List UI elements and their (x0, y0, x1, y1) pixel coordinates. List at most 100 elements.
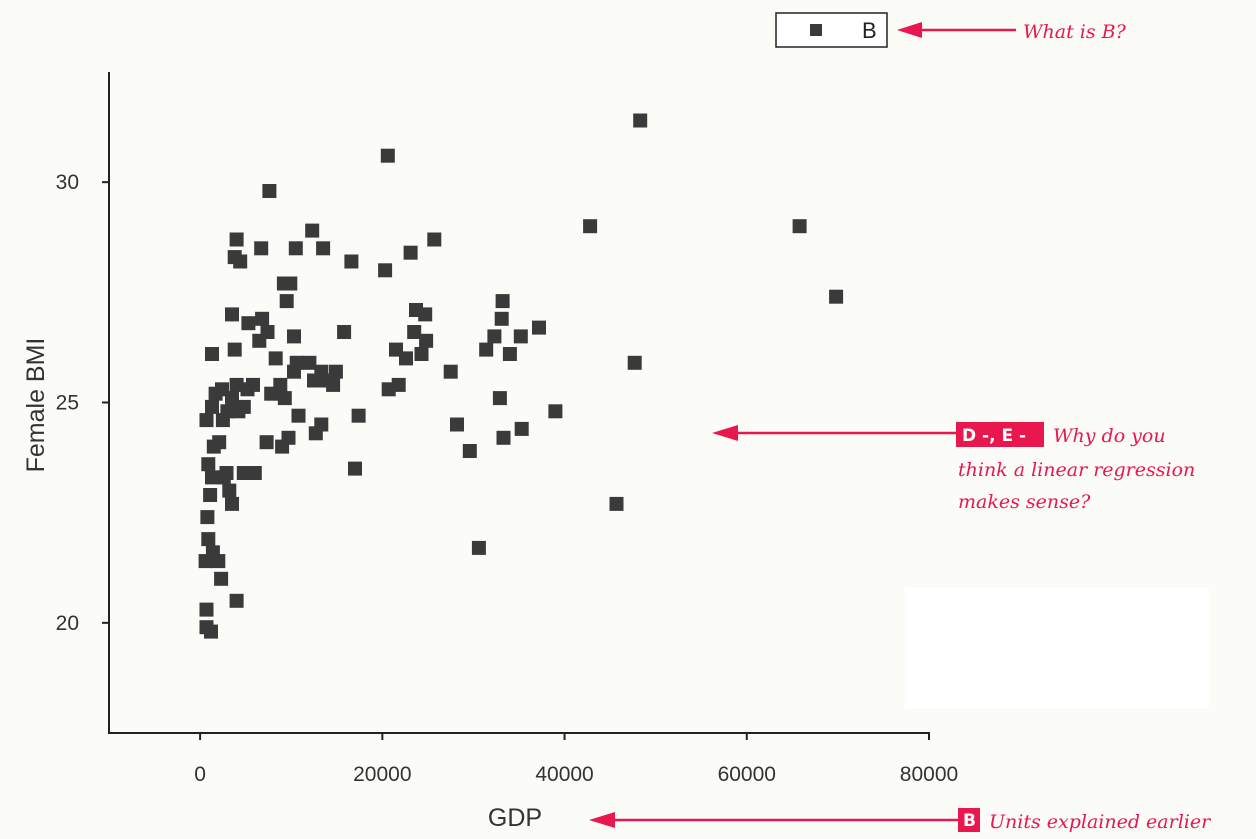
data-point (205, 399, 219, 414)
data-point (288, 241, 303, 256)
data-point (495, 294, 510, 309)
data-point (414, 347, 429, 361)
data-point (200, 510, 215, 525)
x-tick-label: 60000 (718, 763, 776, 786)
y-axis-ticks: 20 25 30 (56, 171, 109, 635)
legend-marker (810, 24, 822, 36)
data-point (279, 294, 294, 309)
data-point (277, 391, 292, 406)
annotation-badge-de-text: D -, E - (962, 426, 1026, 446)
data-point (291, 408, 306, 423)
data-point (302, 355, 317, 370)
data-point (225, 496, 239, 511)
data-point (233, 254, 248, 269)
arrow-left-icon (712, 425, 738, 441)
x-tick-label: 80000 (900, 763, 958, 786)
data-point (255, 311, 270, 326)
annotation-note-1: What is B? (1023, 21, 1127, 43)
data-point (236, 466, 251, 480)
data-point (829, 289, 844, 304)
data-point (496, 430, 511, 445)
scatter-points (198, 113, 844, 639)
data-point (348, 461, 362, 476)
data-point (548, 404, 563, 419)
data-point (450, 417, 464, 432)
data-point (443, 364, 458, 379)
data-point (514, 421, 529, 436)
data-point (229, 232, 244, 247)
annotation-note-2-line2: think a linear regression (958, 459, 1195, 481)
data-point (627, 355, 642, 370)
data-point (633, 113, 648, 128)
data-point (222, 483, 237, 498)
data-point (328, 364, 343, 379)
data-point (583, 219, 598, 234)
arrow-left-icon (589, 812, 615, 828)
data-point (513, 329, 528, 344)
data-point (254, 241, 269, 256)
data-point (609, 496, 624, 511)
data-point (399, 351, 413, 366)
data-point (229, 377, 244, 392)
annotation-note-2-line3: makes sense? (958, 491, 1091, 513)
data-point (289, 355, 304, 370)
data-point (403, 245, 418, 260)
data-point (205, 470, 219, 485)
data-point (229, 593, 244, 608)
x-axis-ticks: 0 20000 40000 60000 80000 (194, 733, 958, 786)
y-tick-label: 25 (56, 392, 79, 415)
data-point (227, 342, 242, 357)
legend-label: B (862, 18, 877, 43)
y-tick-label: 20 (56, 612, 79, 635)
data-point (487, 329, 502, 344)
x-tick-label: 20000 (353, 763, 411, 786)
data-point (219, 466, 234, 480)
data-point (337, 325, 352, 339)
y-axis-title: Female BMI (22, 338, 50, 473)
legend: B (775, 12, 888, 48)
annotation-note-3: Units explained earlier (989, 811, 1212, 833)
data-point (283, 276, 298, 291)
data-point (344, 254, 359, 269)
data-point (199, 413, 214, 428)
x-axis-title: GDP (488, 804, 542, 832)
annotation-badge-b-text: B (963, 811, 976, 831)
y-tick-label: 30 (56, 171, 79, 194)
data-point (241, 316, 256, 331)
x-tick-label: 0 (194, 763, 206, 786)
data-point (351, 408, 366, 423)
data-point (225, 307, 239, 322)
data-point (494, 311, 509, 326)
data-point (378, 263, 393, 278)
data-point (305, 223, 320, 238)
annotation-note-2-line1: Why do you (1053, 425, 1166, 447)
data-point (407, 325, 422, 339)
data-point (479, 342, 494, 357)
data-point (326, 377, 341, 392)
data-point (201, 532, 216, 547)
annotation-badge-b (958, 808, 980, 832)
data-point (236, 399, 251, 414)
data-point (492, 391, 507, 406)
annotation-linear-regression: D -, E - Why do you think a linear regre… (712, 422, 1195, 513)
data-point (205, 347, 219, 361)
data-point (314, 417, 329, 432)
data-point (215, 382, 229, 397)
data-point (287, 329, 301, 344)
data-point (792, 219, 807, 234)
data-point (247, 466, 262, 480)
data-point (214, 571, 229, 586)
annotation-what-is-b: What is B? (897, 21, 1127, 43)
data-point (427, 232, 442, 247)
data-point (212, 435, 227, 450)
right-panel (905, 588, 1209, 708)
data-point (316, 241, 331, 256)
data-point (462, 444, 477, 458)
data-point (532, 320, 546, 335)
data-point (204, 624, 218, 639)
data-point (281, 430, 296, 445)
data-point (419, 333, 434, 348)
data-point (211, 554, 226, 569)
data-point (220, 404, 235, 419)
